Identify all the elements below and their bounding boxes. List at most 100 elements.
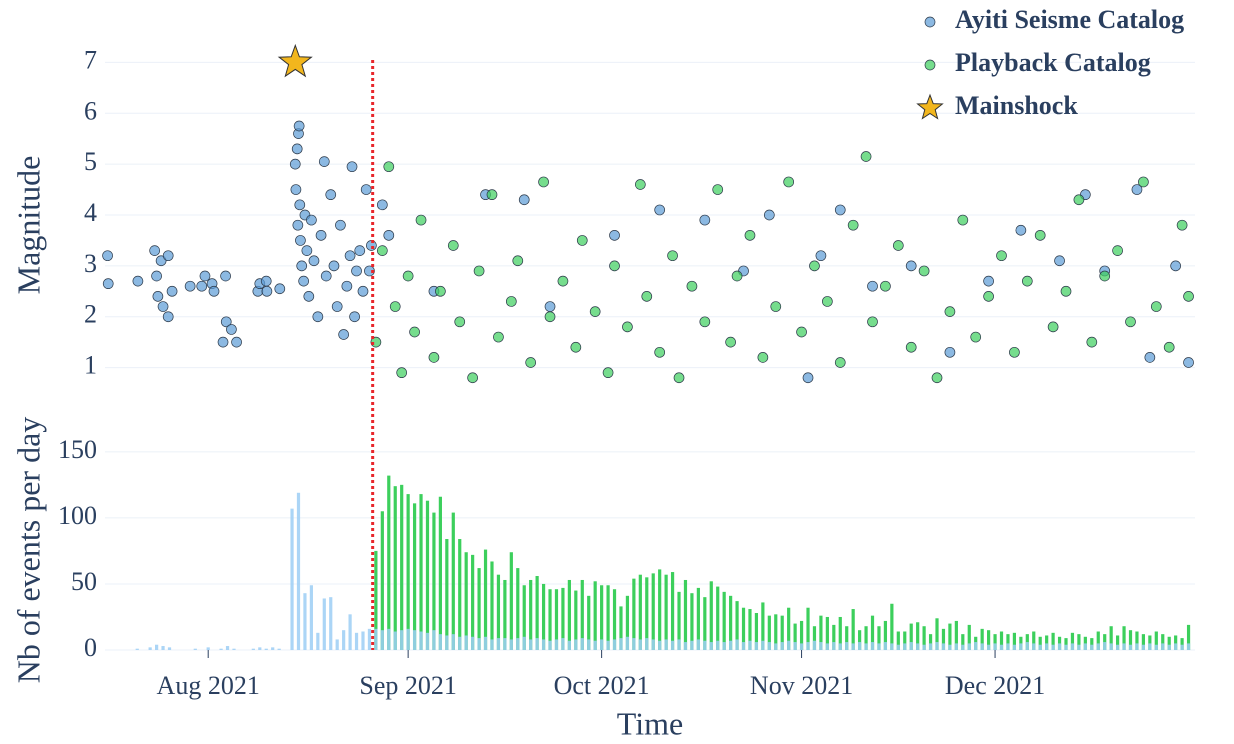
bar: [1045, 635, 1049, 650]
bar: [851, 643, 855, 650]
point: [576, 235, 588, 246]
point: [1021, 275, 1033, 287]
point: [220, 270, 231, 282]
point: [1183, 357, 1194, 368]
point: [860, 151, 872, 162]
bar: [799, 620, 804, 650]
bar: [935, 642, 939, 650]
point: [325, 189, 337, 201]
point: [880, 280, 891, 292]
bar: [619, 638, 623, 650]
x-tick-label: Oct 2021: [554, 671, 650, 700]
point: [151, 270, 162, 282]
bar: [767, 642, 771, 650]
bar: [948, 623, 952, 650]
bar: [877, 626, 881, 650]
point: [931, 372, 943, 384]
bar: [780, 615, 784, 650]
bar: [432, 512, 436, 650]
bar: [974, 642, 978, 650]
bar: [825, 616, 829, 650]
legend-label: Playback Catalog: [955, 48, 1151, 77]
bar: [1103, 642, 1107, 650]
bar: [367, 628, 372, 650]
bar: [883, 620, 888, 650]
bar: [1083, 643, 1087, 650]
bar: [148, 647, 152, 650]
bar: [999, 631, 1004, 650]
bar: [490, 561, 494, 650]
bar: [664, 639, 668, 650]
bar: [296, 492, 301, 650]
point: [292, 219, 304, 231]
bar: [1148, 643, 1152, 650]
bar: [928, 643, 933, 650]
bar: [490, 639, 494, 650]
bar: [748, 640, 752, 650]
y-tick-label: 100: [58, 501, 97, 530]
bar: [541, 583, 546, 650]
point: [783, 176, 795, 188]
point: [905, 341, 917, 353]
point: [512, 255, 524, 267]
bar: [548, 640, 552, 650]
bar: [1135, 643, 1139, 650]
bar: [290, 508, 294, 650]
bar: [916, 622, 920, 650]
point: [132, 275, 144, 287]
bar: [516, 568, 520, 650]
bar: [1174, 635, 1178, 650]
bar: [928, 634, 933, 650]
bar: [303, 593, 307, 650]
bar: [412, 630, 417, 650]
bar: [793, 623, 797, 650]
bar: [980, 628, 984, 650]
point: [389, 301, 401, 312]
point: [467, 372, 478, 384]
bar: [838, 643, 842, 650]
bar: [445, 539, 449, 650]
point: [376, 245, 388, 256]
point: [303, 291, 315, 302]
bar: [741, 607, 746, 650]
point: [318, 156, 330, 167]
bar: [1174, 643, 1178, 650]
bar: [967, 624, 971, 650]
bar: [342, 630, 346, 650]
bar: [309, 585, 313, 650]
bar: [1064, 638, 1068, 650]
bar: [1057, 643, 1062, 650]
bar: [258, 647, 262, 650]
bar: [748, 609, 752, 650]
point: [447, 240, 459, 251]
bar: [232, 648, 236, 650]
bar: [1154, 644, 1158, 650]
point: [505, 296, 517, 307]
point: [102, 278, 114, 290]
bar: [729, 595, 733, 650]
point: [162, 250, 174, 262]
bar: [574, 590, 578, 650]
point: [296, 260, 308, 272]
point: [199, 270, 211, 282]
point: [1099, 270, 1111, 282]
bar: [754, 613, 759, 650]
bar: [819, 615, 823, 650]
bar: [941, 643, 946, 650]
bar: [277, 648, 281, 650]
bar: [1161, 643, 1165, 650]
bar: [645, 638, 649, 650]
point: [918, 265, 930, 277]
point: [905, 260, 917, 272]
point: [320, 270, 332, 282]
point: [815, 250, 827, 262]
bar: [909, 642, 913, 650]
bar: [954, 620, 958, 650]
bar: [645, 577, 649, 650]
bar: [225, 646, 230, 650]
bar: [883, 642, 888, 650]
bar: [767, 615, 771, 650]
bar: [993, 643, 997, 650]
point: [725, 336, 736, 348]
bar: [896, 631, 900, 650]
